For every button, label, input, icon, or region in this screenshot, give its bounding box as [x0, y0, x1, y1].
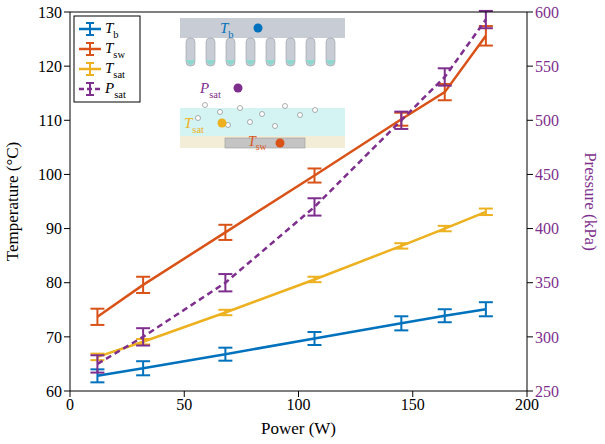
svg-text:Psat: Psat — [104, 80, 126, 100]
svg-text:100: 100 — [38, 166, 62, 183]
svg-text:100: 100 — [287, 396, 311, 413]
svg-text:70: 70 — [46, 329, 62, 346]
svg-text:Tsw: Tsw — [248, 134, 268, 152]
svg-text:450: 450 — [535, 166, 559, 183]
svg-text:60: 60 — [46, 383, 62, 400]
svg-text:130: 130 — [38, 4, 62, 21]
svg-text:550: 550 — [535, 58, 559, 75]
svg-text:110: 110 — [39, 112, 62, 129]
svg-text:600: 600 — [535, 4, 559, 21]
svg-text:90: 90 — [46, 220, 62, 237]
svg-text:Temperature (°C): Temperature (°C) — [3, 142, 22, 261]
svg-text:Psat: Psat — [199, 80, 221, 100]
svg-text:0: 0 — [66, 396, 74, 413]
svg-text:50: 50 — [176, 396, 192, 413]
svg-text:250: 250 — [535, 383, 559, 400]
svg-text:500: 500 — [535, 112, 559, 129]
svg-text:Tsat: Tsat — [105, 60, 125, 80]
svg-text:400: 400 — [535, 220, 559, 237]
svg-text:120: 120 — [38, 58, 62, 75]
svg-text:Tsw: Tsw — [105, 40, 125, 60]
svg-text:Power (W): Power (W) — [261, 419, 336, 438]
svg-text:80: 80 — [46, 274, 62, 291]
svg-text:150: 150 — [401, 396, 425, 413]
svg-text:200: 200 — [515, 396, 539, 414]
svg-text:300: 300 — [535, 329, 559, 346]
svg-text:Tsat: Tsat — [184, 115, 204, 135]
svg-text:Tb: Tb — [220, 20, 234, 40]
svg-text:350: 350 — [535, 274, 559, 291]
svg-text:Pressure (kPa): Pressure (kPa) — [581, 152, 600, 251]
svg-text:Tb: Tb — [105, 20, 119, 40]
